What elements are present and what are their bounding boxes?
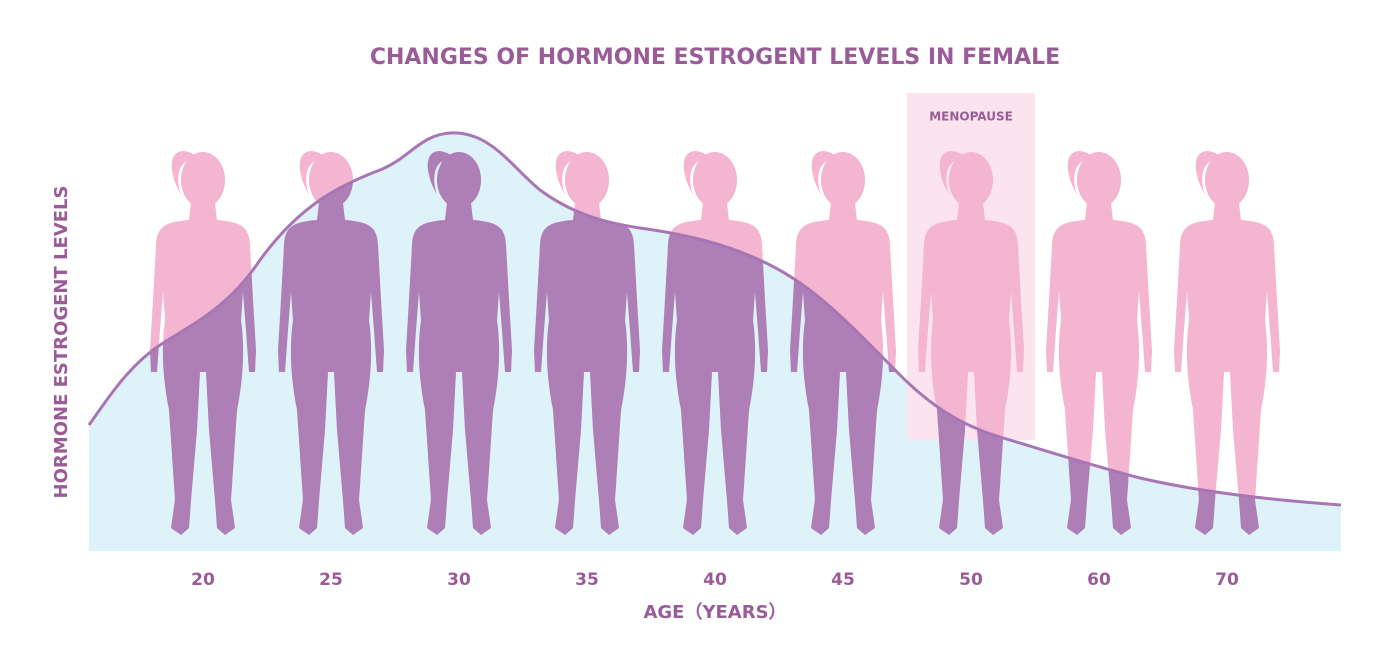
title: CHANGES OF HORMONE ESTROGENT LEVELS IN F… [370,45,1060,70]
age-label: 70 [1215,570,1239,590]
age-label: 50 [959,570,983,590]
x-axis-label: AGE（YEARS） [643,602,786,623]
age-label: 40 [703,570,727,590]
age-label: 45 [831,570,855,590]
age-label: 35 [575,570,599,590]
age-label: 20 [191,570,215,590]
age-label: 25 [319,570,343,590]
age-label: 30 [447,570,471,590]
level-curve [87,131,1342,507]
age-label: 60 [1087,570,1111,590]
y-axis-label: HORMONE ESTROGENT LEVELS [51,186,72,499]
menopause-label: MENOPAUSE [929,110,1013,124]
